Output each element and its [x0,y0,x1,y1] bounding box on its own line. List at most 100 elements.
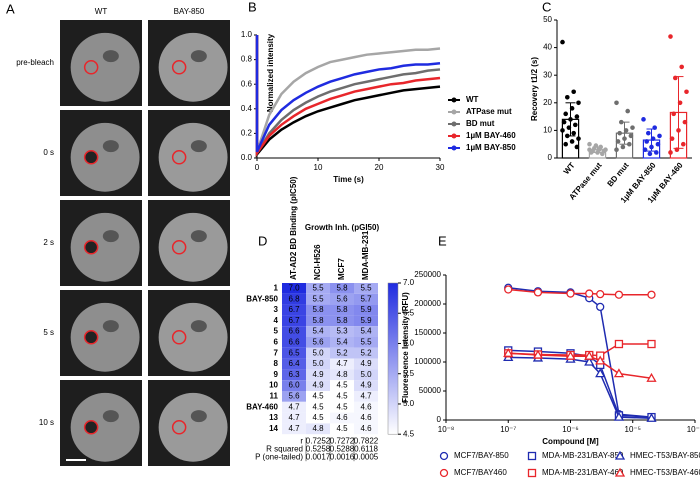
data-point [574,114,580,119]
cell-label: 5.8 [336,305,348,314]
data-point [682,119,688,125]
data-point [647,151,653,157]
bleach-roi [83,420,99,435]
cell-label: 4.6 [360,424,372,433]
heatmap-cell [306,412,330,424]
heatmap-cell [282,326,306,337]
column-label: WT [95,7,108,16]
heatmap-cell [330,423,354,435]
nucleolus [190,410,207,423]
legend-label: WT [466,95,479,104]
colorbar-label: 6.5 [403,308,415,317]
data-point [669,136,675,141]
heatmap-cell [306,293,330,305]
y-tick-label: 0.4 [241,104,253,113]
x-tick-label: 10⁻⁶ [562,425,578,434]
cell-label: 4.7 [288,402,300,411]
column-label: BAY-850 [174,7,205,16]
cell-label: 4.8 [312,424,324,433]
data-point [571,130,576,136]
nucleus [70,32,140,102]
series-line [255,35,441,153]
colorbar-label: 6.0 [403,339,415,348]
marker [646,372,657,382]
legend-label: 1µM BAY-850 [466,143,516,152]
nucleolus [102,230,119,243]
column-header: AT-AD2 BD Binding (pIC50) [289,176,298,280]
y-tick-label: 0.2 [241,129,253,138]
cell-label: 6.5 [288,348,300,357]
data-point [614,147,619,153]
cell-label: 6.7 [288,305,300,314]
data-point [673,75,678,81]
heatmap-cell [354,304,378,316]
marker [614,467,626,477]
bleach-roi [83,150,99,165]
colorbar-label: 7.0 [403,278,415,287]
y-axis-title: Normalized intensity [266,33,275,112]
y-tick-label: 50000 [419,386,442,395]
data-point [617,130,622,136]
y-axis-title: Fluorescence Intensity (RFU) [401,292,410,403]
stat-value: 0.5258 [306,444,331,453]
bleach-roi [171,150,187,165]
bleach-roi [171,420,187,435]
legend-label: MDA-MB-231/BAY-460 [542,468,624,477]
cell-label: 4.6 [336,413,348,422]
heatmap-cell [306,315,330,327]
cell-label: 6.8 [288,294,300,303]
series-line [255,35,441,153]
marker [614,339,624,349]
heatmap-cell [282,347,306,359]
cell-label: 4.9 [360,381,372,390]
heatmap-cell [354,391,378,402]
data-point [646,130,651,136]
x-tick-label: 10 [314,163,323,172]
y-tick-label: 250000 [414,270,441,279]
cell-label: 5.5 [360,338,372,347]
series-line [255,35,441,158]
nucleolus [190,230,207,243]
panel-label: D [258,233,267,248]
cell-label: 4.5 [312,392,324,401]
marker [584,356,595,366]
column-header: MCF7 [337,258,346,280]
marker [614,450,626,460]
marker [566,289,575,298]
legend-dot [451,109,457,115]
cell-label: 5.0 [312,348,324,357]
cell-label: 5.0 [360,370,372,379]
cell-label: 4.5 [336,424,348,433]
data-point [657,133,662,139]
stat-value: 0.5288 [330,444,355,453]
heatmap-cell [330,326,354,337]
colorbar [387,282,399,435]
data-point [563,141,568,147]
data-point [676,128,681,133]
data-point [571,89,576,95]
cell-label: 5.4 [312,327,324,336]
marker [532,349,544,359]
data-point [681,141,686,147]
x-tick-label: 10⁻⁷ [500,425,516,434]
stat-value: 0.0017 [306,452,331,461]
series-line [255,35,441,158]
y-tick-label: 20 [543,98,552,107]
cell-label: 5.9 [360,316,372,325]
data-point [668,34,673,39]
heatmap-cell [282,423,306,435]
heatmap-cell [282,283,306,294]
cell-label: 5.8 [336,316,348,325]
marker [647,339,656,349]
marker [527,451,537,461]
cell-label: 6.4 [288,359,300,368]
legend-dot [451,121,457,127]
heatmap-cell [306,401,330,413]
y-tick-label: 100000 [414,357,441,366]
colorbar-label: 5.0 [403,399,415,408]
colorbar-label: 4.5 [403,429,415,438]
heatmap-cell [354,423,378,435]
cell-label: 5.4 [336,338,348,347]
data-point [561,119,567,125]
x-tick-label: 20 [375,163,384,172]
